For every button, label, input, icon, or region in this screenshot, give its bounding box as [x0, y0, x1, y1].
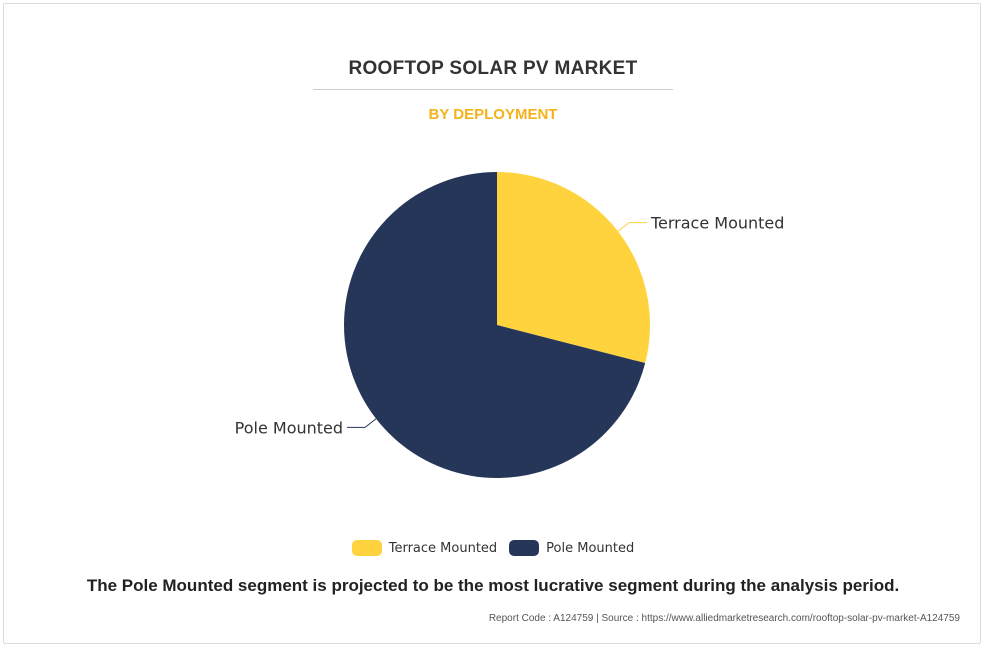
legend-swatch-terrace-mounted — [351, 540, 382, 556]
pie-slice-terrace-mounted[interactable] — [497, 172, 651, 364]
chart-subtitle: BY DEPLOYMENT — [428, 106, 558, 123]
leader-line-terrace-mounted — [617, 222, 647, 232]
title-divider — [313, 89, 673, 90]
chart-legend: Terrace Mounted Pole Mounted — [0, 540, 986, 556]
slice-label-pole-mounted: Pole Mounted — [235, 418, 343, 437]
legend-swatch-pole-mounted — [509, 540, 540, 556]
legend-label-terrace-mounted: Terrace Mounted — [388, 540, 498, 556]
chart-title: ROOFTOP SOLAR PV MARKET — [348, 58, 638, 79]
legend-item-pole-mounted[interactable]: Pole Mounted — [509, 540, 634, 556]
chart-caption: The Pole Mounted segment is projected to… — [86, 576, 900, 595]
legend-label-pole-mounted: Pole Mounted — [546, 540, 635, 556]
leader-line-pole-mounted — [347, 418, 377, 428]
legend-item-terrace-mounted[interactable]: Terrace Mounted — [351, 540, 498, 556]
pie-slice-pole-mounted[interactable] — [344, 172, 646, 478]
slice-label-terrace-mounted: Terrace Mounted — [650, 214, 784, 233]
source-footer: Report Code : A124759 | Source : https:/… — [488, 613, 960, 624]
